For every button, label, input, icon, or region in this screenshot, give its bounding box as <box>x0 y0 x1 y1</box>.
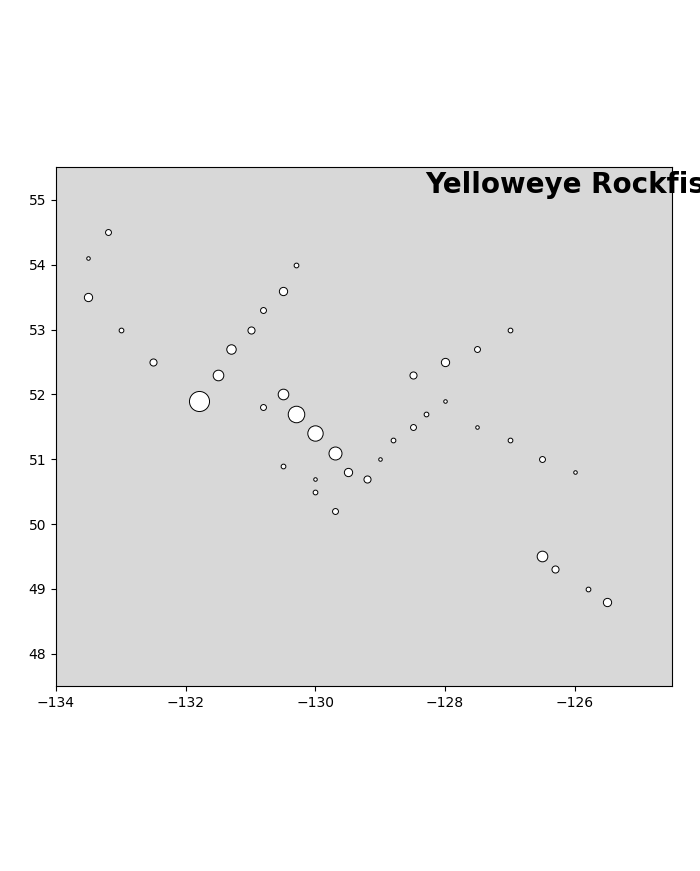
Text: Yelloweye Rockfish: Yelloweye Rockfish <box>426 172 700 199</box>
